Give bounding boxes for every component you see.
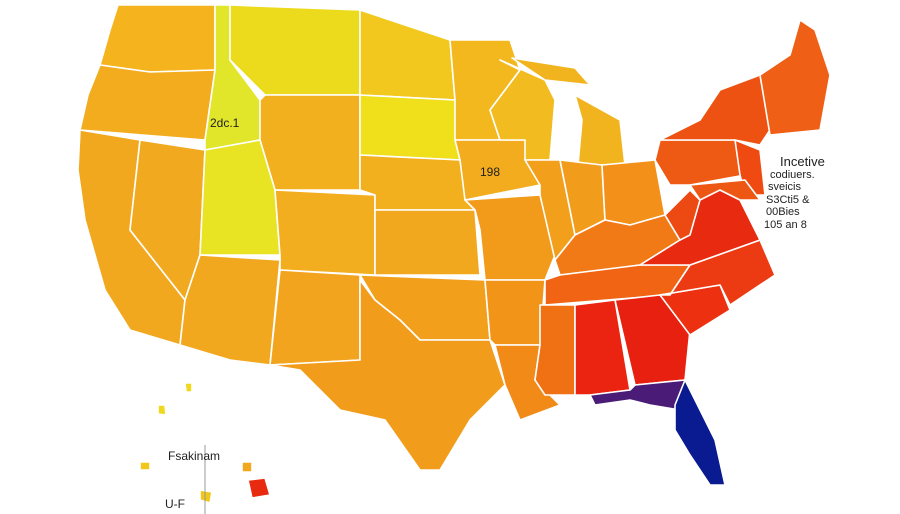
island [157, 404, 167, 416]
state [489, 59, 556, 161]
state [534, 304, 576, 396]
state [374, 209, 481, 276]
state-label: 198 [480, 165, 500, 179]
state [654, 139, 746, 186]
state [99, 4, 216, 73]
island [247, 477, 271, 499]
state [179, 254, 281, 366]
state [659, 74, 771, 146]
state [274, 189, 376, 276]
state [574, 94, 626, 166]
states [77, 4, 831, 486]
state [664, 189, 701, 241]
state [614, 294, 691, 386]
state [484, 279, 546, 346]
state [689, 179, 761, 201]
inset-label: U-F [165, 497, 185, 511]
state [269, 269, 361, 366]
legend-line: 00Bies [766, 206, 800, 218]
state [601, 159, 666, 226]
island [199, 489, 213, 504]
state [359, 9, 456, 101]
state [359, 154, 476, 211]
state [759, 19, 831, 136]
legend-line: 105 an 8 [764, 219, 807, 231]
insets [139, 382, 271, 514]
island [184, 382, 193, 393]
state [511, 57, 591, 86]
state [79, 64, 216, 141]
inset-label: Fsakinam [168, 449, 220, 463]
legend-line: S3Cti5 & [766, 194, 810, 206]
legend-line: sveicis [768, 181, 802, 193]
state [659, 239, 776, 306]
legend: Incetive codiuers. sveicis S3Cti5 & 00Bi… [764, 154, 825, 231]
state-label: 2dc.1 [210, 116, 240, 130]
legend-line: Incetive [780, 154, 825, 169]
state [259, 94, 361, 191]
island [241, 461, 253, 473]
state [359, 94, 461, 161]
legend-line: codiuers. [770, 169, 815, 181]
island [139, 461, 151, 471]
state [674, 379, 726, 486]
state [229, 4, 361, 96]
